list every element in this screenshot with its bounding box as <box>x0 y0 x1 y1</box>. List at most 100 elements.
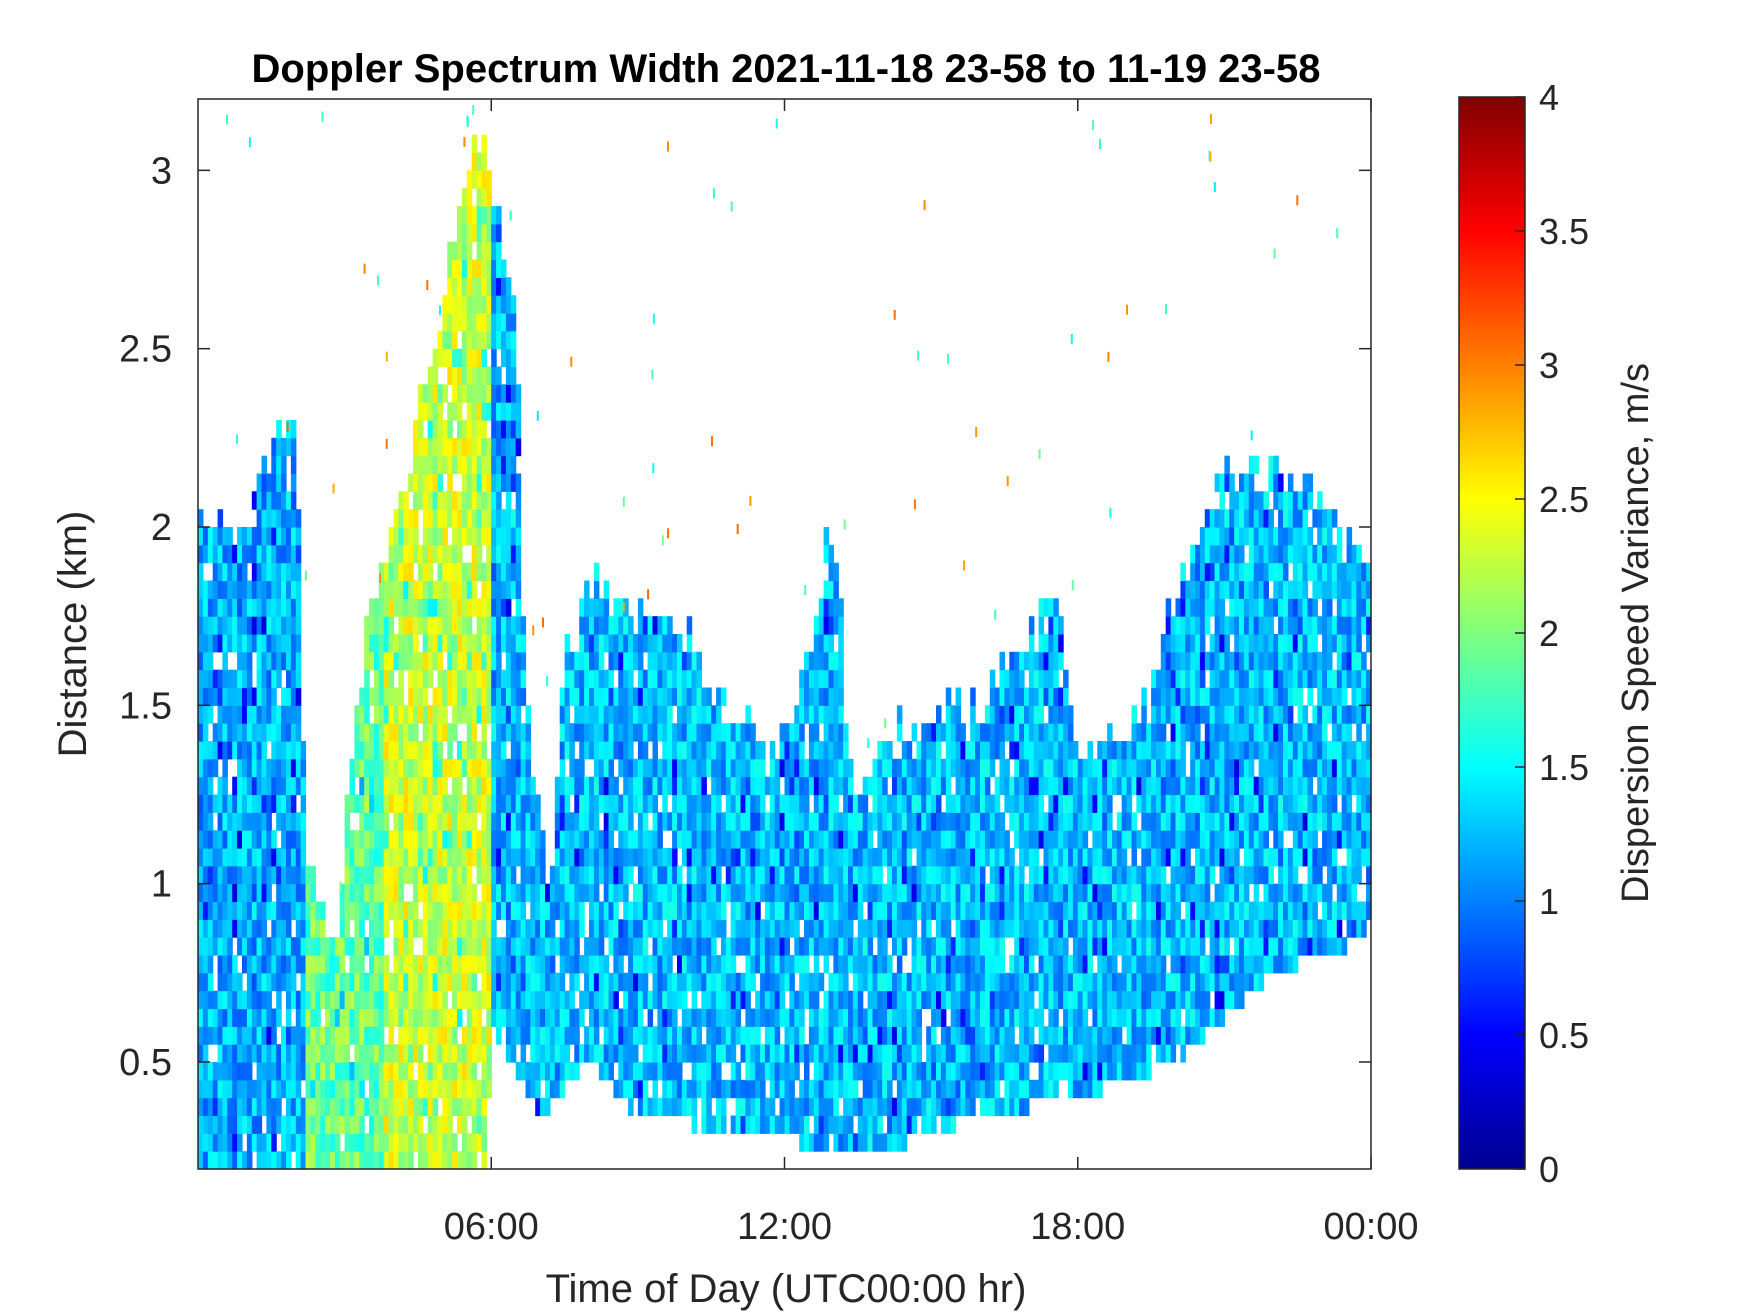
heatmap-cell <box>251 741 258 760</box>
heatmap-cell <box>461 848 468 867</box>
heatmap-cell <box>388 723 395 742</box>
heatmap-cell <box>755 1115 761 1134</box>
heatmap-cell <box>608 794 614 813</box>
heatmap-cell <box>359 919 365 938</box>
heatmap-cell <box>794 1044 800 1063</box>
heatmap-cell <box>569 919 575 938</box>
heatmap-cell <box>545 972 551 992</box>
heatmap-cell <box>828 1079 834 1099</box>
heatmap-cell <box>202 955 209 974</box>
heatmap-cell <box>867 955 874 974</box>
heatmap-cell <box>442 812 448 831</box>
heatmap-cell <box>403 848 409 867</box>
heatmap-cell <box>911 901 918 920</box>
heatmap-cell <box>735 919 742 938</box>
heatmap-cell <box>427 1151 434 1170</box>
heatmap-cell <box>1038 972 1045 992</box>
heatmap-cell <box>608 1026 614 1045</box>
heatmap-cell <box>642 723 649 742</box>
heatmap-cell <box>750 758 756 778</box>
heatmap-cell <box>457 1115 463 1134</box>
heatmap-cell <box>950 758 957 778</box>
heatmap-cell <box>1087 848 1093 867</box>
heatmap-cell <box>207 865 214 885</box>
heatmap-cell <box>330 990 336 1010</box>
heatmap-cell <box>437 794 443 813</box>
heatmap-cell <box>701 830 707 849</box>
heatmap-cell <box>730 990 737 1010</box>
heatmap-cell <box>422 1133 429 1152</box>
heatmap-cell <box>227 741 233 760</box>
heatmap-cell <box>452 723 458 742</box>
heatmap-cell <box>1038 937 1045 956</box>
heatmap-cell <box>481 473 487 492</box>
heatmap-cell <box>447 901 453 920</box>
heatmap-cell <box>593 687 600 706</box>
heatmap-cell <box>584 741 590 760</box>
heatmap-cell <box>266 1008 272 1027</box>
heatmap-cell <box>202 865 209 885</box>
heatmap-cell <box>212 580 219 599</box>
heatmap-cell <box>393 1097 399 1117</box>
heatmap-cell <box>623 848 629 867</box>
heatmap-cell <box>784 955 790 974</box>
heatmap-cell <box>408 651 414 671</box>
heatmap-cell <box>242 598 248 617</box>
heatmap-cell <box>432 1097 439 1117</box>
heatmap-cell <box>486 1026 492 1045</box>
heatmap-cell <box>598 1044 605 1063</box>
heatmap-cell <box>828 812 834 831</box>
heatmap-cell <box>432 527 439 546</box>
heatmap-cell <box>237 1062 243 1081</box>
heatmap-cell <box>413 1115 419 1134</box>
heatmap-cell <box>662 865 668 885</box>
heatmap-cell <box>999 705 1005 724</box>
heatmap-cell <box>505 634 512 653</box>
heatmap-cell <box>1004 901 1010 920</box>
heatmap-cell <box>315 1062 321 1081</box>
heatmap-cell <box>212 901 219 920</box>
heatmap-cell <box>564 1044 571 1063</box>
heatmap-cell <box>623 812 629 831</box>
heatmap-cell <box>994 1008 1001 1027</box>
heatmap-cell <box>843 972 849 992</box>
heatmap-cell <box>256 473 263 492</box>
heatmap-cell <box>217 1062 224 1081</box>
heatmap-cell <box>906 919 913 938</box>
heatmap-cell <box>686 616 693 635</box>
heatmap-cell <box>378 1115 385 1134</box>
heatmap-cell <box>980 972 986 992</box>
heatmap-cell <box>442 705 448 724</box>
heatmap-cell <box>750 723 756 742</box>
heatmap-cell <box>813 883 820 903</box>
heatmap-cell <box>251 598 258 617</box>
heatmap-cell <box>965 1062 971 1081</box>
heatmap-cell <box>471 1026 478 1045</box>
heatmap-cell <box>706 741 712 760</box>
heatmap-cell <box>251 1079 258 1099</box>
heatmap-cell <box>779 901 786 920</box>
heatmap-cell <box>672 865 678 885</box>
heatmap-cell <box>989 955 996 974</box>
heatmap-cell <box>246 598 253 617</box>
heatmap-cell <box>764 901 771 920</box>
heatmap-cell <box>887 812 893 831</box>
heatmap-cell <box>608 669 614 689</box>
heatmap-cell <box>1053 812 1059 831</box>
heatmap-cell <box>422 776 429 796</box>
heatmap-cell <box>657 669 663 689</box>
heatmap-cell <box>1092 1044 1098 1063</box>
heatmap-cell <box>730 741 737 760</box>
heatmap-cell <box>437 669 443 689</box>
heatmap-cell <box>999 687 1005 706</box>
heatmap-cell <box>393 776 399 796</box>
heatmap-cell <box>657 1097 663 1117</box>
heatmap-cell <box>1019 972 1025 992</box>
heatmap-cell <box>232 776 238 796</box>
heatmap-cell <box>286 509 292 528</box>
heatmap-cell <box>501 544 507 564</box>
heatmap-cell <box>994 687 1001 706</box>
heatmap-cell <box>491 848 497 867</box>
heatmap-cell <box>486 1062 492 1081</box>
heatmap-cell <box>569 848 575 867</box>
